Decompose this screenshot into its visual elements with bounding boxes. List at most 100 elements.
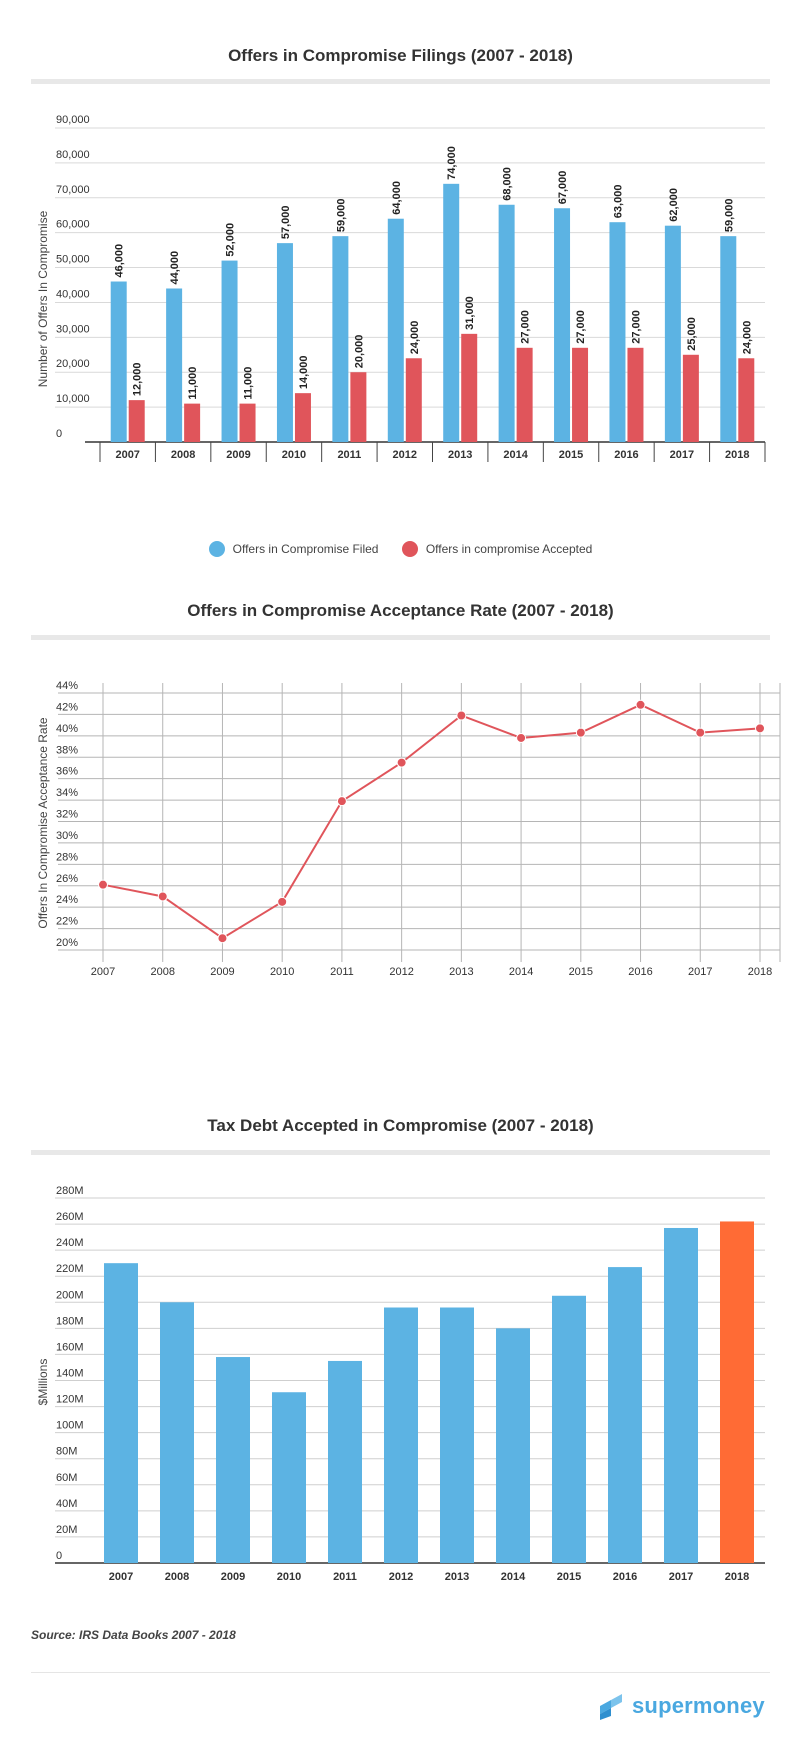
x-tick-label: 2017: [688, 966, 712, 978]
data-label: 20,000: [353, 335, 365, 369]
y-tick-label: 34%: [56, 787, 78, 799]
y-tick-label: 30,000: [56, 323, 90, 335]
y-tick-label: 280M: [56, 1185, 84, 1197]
bar-accepted: [239, 403, 256, 442]
legend-swatch-filed: [208, 541, 225, 557]
y-tick-label: 180M: [56, 1315, 84, 1327]
data-label: 63,000: [612, 185, 624, 219]
data-point: [98, 879, 108, 890]
bar-accepted: [516, 347, 533, 442]
bar-filed: [609, 222, 626, 442]
x-tick-label: 2009: [226, 449, 250, 461]
x-tick-label: 2010: [277, 1571, 301, 1583]
data-label: 44,000: [169, 251, 181, 285]
bar-filed: [166, 288, 183, 442]
y-tick-label: 20,000: [56, 358, 90, 370]
x-tick-label: 2008: [150, 966, 174, 978]
legend: Offers in Compromise Filed Offers in com…: [0, 541, 801, 560]
y-tick-label: 38%: [56, 744, 78, 756]
bar-filed: [332, 236, 349, 442]
data-label: 64,000: [391, 181, 403, 215]
x-tick-label: 2014: [509, 966, 533, 978]
y-axis-title: Offers In Compromise Acceptance Rate: [36, 717, 50, 929]
y-tick-label: 80M: [56, 1446, 77, 1458]
y-tick-label: 20M: [56, 1524, 77, 1536]
y-tick-label: 60,000: [56, 219, 90, 231]
bar: [328, 1360, 362, 1563]
bar-accepted: [572, 347, 589, 442]
data-point: [336, 796, 347, 807]
x-tick-label: 2010: [282, 449, 306, 461]
x-tick-label: 2016: [628, 966, 652, 978]
data-point: [217, 933, 228, 944]
bar-filed: [554, 208, 571, 442]
bar-filed: [276, 243, 293, 442]
bar-accepted: [128, 400, 145, 442]
y-tick-label: 40%: [56, 723, 78, 735]
x-tick-label: 2013: [449, 966, 473, 978]
data-label: 25,000: [686, 317, 698, 351]
data-label: 12,000: [132, 362, 144, 396]
x-tick-label: 2015: [559, 449, 583, 461]
y-tick-label: 22%: [56, 916, 78, 928]
data-label: 27,000: [520, 310, 532, 344]
data-label: 68,000: [502, 167, 514, 201]
bar: [496, 1328, 530, 1563]
y-tick-label: 28%: [56, 851, 78, 863]
x-tick-label: 2017: [670, 449, 694, 461]
series-line: [102, 703, 761, 940]
x-tick-label: 2018: [748, 966, 772, 978]
bar: [720, 1221, 754, 1563]
bar: [384, 1307, 418, 1563]
x-tick-label: 2007: [109, 1571, 133, 1583]
x-tick-label: 2018: [725, 449, 749, 461]
data-point: [635, 699, 646, 710]
bar-filed: [387, 218, 404, 442]
bar-accepted: [682, 354, 699, 442]
y-tick-label: 40M: [56, 1498, 77, 1510]
tax-debt-bar-chart: 0 20M 40M 60M 80M 100M 120M 140M 160M 180M 200M 220…: [36, 1185, 765, 1583]
data-label: 11,000: [243, 367, 255, 400]
y-tick-label: 42%: [56, 701, 78, 713]
data-point: [516, 732, 527, 743]
data-label: 46,000: [114, 244, 126, 278]
data-label: 62,000: [668, 188, 680, 222]
data-point: [695, 727, 706, 738]
data-point: [575, 727, 586, 738]
legend-label-filed: Offers in Compromise Filed: [232, 542, 379, 556]
chart-title-rate: Offers in Compromise Acceptance Rate (20…: [187, 601, 614, 620]
y-tick-label: 0: [56, 1550, 62, 1562]
x-tick-label: 2011: [330, 966, 354, 978]
supermoney-logo-icon: [600, 1694, 622, 1720]
x-tick-label: 2007: [91, 966, 115, 978]
bar-filed: [664, 225, 681, 442]
x-tick-label: 2012: [393, 449, 417, 461]
y-tick-label: 44%: [56, 680, 78, 692]
x-tick-label: 2012: [389, 1571, 413, 1583]
filings-bar-chart: 0 10,000 20,000 30,000 40,000 50,000 60,000 70,…: [36, 114, 766, 462]
bar-filed: [110, 281, 127, 442]
bar-accepted: [294, 393, 311, 442]
y-tick-label: 160M: [56, 1341, 84, 1353]
legend-label-accepted: Offers in compromise Accepted: [425, 542, 593, 556]
data-label: 74,000: [446, 146, 458, 180]
bar: [552, 1295, 586, 1563]
y-tick-label: 30%: [56, 830, 78, 842]
divider: [31, 79, 770, 84]
data-label: 52,000: [225, 223, 237, 257]
bar-accepted: [627, 347, 644, 442]
bar-accepted: [461, 333, 478, 442]
data-label: 11,000: [187, 367, 199, 400]
y-tick-label: 220M: [56, 1263, 84, 1275]
supermoney-logo[interactable]: supermoney: [596, 1692, 765, 1720]
x-tick-label: 2013: [448, 449, 472, 461]
data-point: [755, 723, 765, 734]
x-tick-label: 2007: [115, 449, 139, 461]
bar: [104, 1263, 138, 1563]
data-point: [456, 710, 467, 721]
bar: [272, 1392, 306, 1563]
legend-item-filed: Offers in Compromise Filed: [208, 541, 379, 557]
bar: [216, 1357, 250, 1563]
y-tick-label: 90,000: [56, 114, 90, 126]
x-tick-label: 2014: [503, 449, 528, 461]
